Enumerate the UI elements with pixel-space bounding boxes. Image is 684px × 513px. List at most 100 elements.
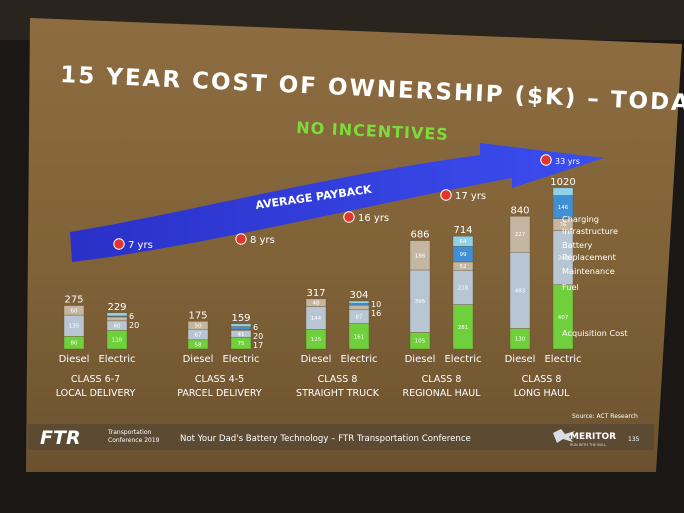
segment-label: 41 [238, 332, 245, 338]
segment-label: 64 [460, 239, 467, 245]
bar-total-label: 840 [510, 205, 529, 216]
group-label-line2: LONG HAUL [514, 388, 571, 399]
ftr-conference-line1: Transportation [107, 429, 152, 436]
bar-category-label: Diesel [405, 354, 436, 365]
source-note: Source: ACT Research [572, 413, 638, 420]
group-label-line2: LOCAL DELIVERY [56, 388, 136, 399]
payback-arrow [70, 143, 604, 262]
legend-entry: Replacement [562, 252, 617, 262]
segment-label: 281 [458, 325, 469, 331]
bar-diesel: 125 144 48 317 Diesel [301, 288, 332, 365]
footer-text: Not Your Dad's Battery Technology – FTR … [180, 434, 471, 444]
chart-legend: Charging Infrastructure Battery Replacement… [562, 214, 628, 338]
meritor-bull-icon [553, 429, 575, 443]
segment-label: 395 [415, 299, 426, 305]
payback-label: 16 yrs [358, 213, 389, 224]
side-value-label: 20 [253, 332, 263, 341]
group-label-line1: CLASS 8 [522, 374, 562, 385]
segment-label: 218 [458, 285, 469, 291]
bar-category-label: Electric [340, 354, 377, 365]
bar-category-label: Electric [98, 354, 135, 365]
payback-markers: 7 yrs 8 yrs 16 yrs 17 yrs 33 yrs [113, 154, 580, 251]
bar-category-label: Electric [222, 354, 259, 365]
bar-total-label: 1020 [550, 177, 575, 188]
bar-electric: 407 342 76 146 1020 Electric [544, 177, 581, 365]
segment-label: 60 [114, 324, 121, 330]
segment-label: 58 [195, 342, 202, 348]
bar-segment [106, 312, 128, 317]
bar-segment [230, 326, 252, 330]
payback-label: 7 yrs [128, 240, 153, 251]
footer-bar [28, 424, 654, 450]
segment-label: 342 [558, 256, 569, 262]
segment-label: 76 [560, 223, 567, 229]
segment-label: 99 [460, 252, 467, 258]
bar-segment [230, 323, 252, 327]
side-value-label: 20 [129, 321, 139, 330]
meritor-logo: MERITOR [570, 432, 616, 442]
slide-background [26, 18, 682, 472]
group-labels: CLASS 6-7 LOCAL DELIVERY CLASS 4-5 PARCEL D… [56, 374, 570, 399]
segment-label: 483 [515, 288, 526, 294]
bar-segment [106, 316, 128, 322]
side-value-label: 17 [253, 341, 263, 350]
segment-label: 227 [515, 232, 526, 238]
bar-diesel: 80 135 60 275 Diesel [59, 295, 90, 365]
side-value-label: 6 [129, 312, 134, 321]
ftr-logo: FTR [40, 427, 81, 449]
group-label-line2: STRAIGHT TRUCK [296, 388, 380, 399]
bar-diesel: 105 395 186 686 Diesel [405, 230, 436, 365]
bar-segment [409, 240, 431, 271]
bar-diesel: 130 483 227 840 Diesel [505, 205, 536, 365]
bar-segment [348, 303, 370, 306]
legend-entry: Charging [562, 214, 599, 224]
segment-label: 118 [112, 338, 123, 344]
group-label-line1: CLASS 6-7 [71, 374, 120, 385]
legend-entry: Maintenance [562, 266, 615, 276]
side-value-label: 6 [253, 323, 258, 332]
payback-dot [235, 233, 247, 245]
payback-label: 17 yrs [455, 191, 486, 202]
bar-electric: 281 218 52 99 64 714 Electric [444, 225, 481, 365]
bar-total-label: 229 [107, 302, 126, 313]
bar-category-label: Diesel [183, 354, 214, 365]
legend-entry: Infrastructure [562, 226, 618, 236]
payback-dot [113, 238, 125, 250]
bar-total-label: 275 [64, 295, 83, 306]
bar-segment [187, 321, 209, 330]
side-value-label: 10 [371, 300, 381, 309]
bar-total-label: 714 [453, 225, 472, 236]
legend-entry: Fuel [562, 282, 579, 292]
bar-segment [348, 304, 370, 311]
segment-label: 186 [415, 253, 426, 259]
bar-category-label: Diesel [505, 354, 536, 365]
meritor-tagline: RUN WITH THE BULL [570, 443, 606, 447]
segment-label: 75 [238, 341, 245, 347]
ftr-conference-line2: Conference 2019 [108, 437, 160, 444]
group-label-line2: PARCEL DELIVERY [177, 388, 262, 399]
group-label-line2: REGIONAL HAUL [402, 388, 481, 399]
bar-segment [552, 187, 574, 196]
payback-dot [440, 189, 452, 201]
segment-label: 130 [515, 337, 526, 343]
group-label-line1: CLASS 4-5 [195, 374, 244, 385]
bar-category-label: Electric [544, 354, 581, 365]
segment-label: 146 [558, 205, 569, 211]
segment-label: 50 [195, 323, 202, 329]
segment-label: 125 [311, 337, 322, 343]
bar-total-label: 304 [349, 290, 368, 301]
legend-entry: Battery [562, 240, 592, 250]
group-label-line1: CLASS 8 [318, 374, 358, 385]
stacked-bars: 8013560275Diesel11860229620Electric58675… [59, 177, 582, 365]
segment-label: 144 [311, 316, 322, 322]
segment-label: 48 [313, 301, 320, 307]
segment-label: 105 [415, 339, 426, 345]
group-label-line1: CLASS 8 [422, 374, 462, 385]
segment-label: 161 [354, 334, 365, 340]
page-number: 135 [628, 436, 640, 443]
bar-category-label: Diesel [301, 354, 332, 365]
